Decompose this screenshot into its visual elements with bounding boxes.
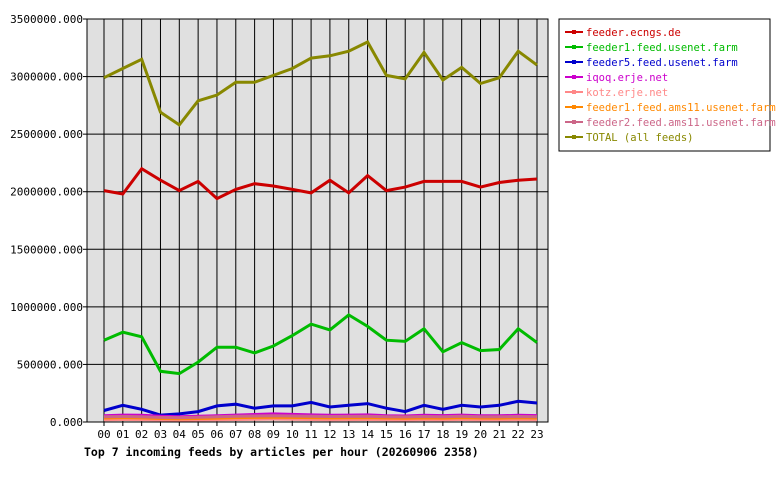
y-tick-label: 500000.000 bbox=[17, 358, 83, 371]
plot-area bbox=[87, 19, 548, 422]
x-tick-label: 18 bbox=[436, 428, 449, 441]
legend-label: feeder5.feed.usenet.farm bbox=[586, 57, 738, 69]
chart-title: Top 7 incoming feeds by articles per hou… bbox=[84, 445, 479, 459]
y-tick-label: 3000000.000 bbox=[10, 71, 83, 84]
legend-marker bbox=[572, 135, 576, 139]
x-tick-label: 17 bbox=[417, 428, 430, 441]
x-tick-label: 15 bbox=[380, 428, 393, 441]
legend-marker bbox=[572, 60, 576, 64]
x-tick-label: 01 bbox=[116, 428, 129, 441]
x-tick-label: 16 bbox=[399, 428, 412, 441]
x-tick-label: 03 bbox=[154, 428, 167, 441]
legend-label: kotz.erje.net bbox=[586, 87, 668, 99]
x-tick-label: 04 bbox=[173, 428, 187, 441]
y-tick-label: 0.000 bbox=[50, 416, 83, 429]
x-tick-label: 13 bbox=[342, 428, 355, 441]
legend-label: feeder2.feed.ams11.usenet.farm bbox=[586, 117, 776, 129]
plot-border bbox=[86, 18, 549, 423]
legend-label: feeder1.feed.ams11.usenet.farm bbox=[586, 102, 776, 114]
legend-marker bbox=[572, 120, 576, 124]
x-tick-label: 08 bbox=[248, 428, 261, 441]
series-line bbox=[103, 313, 538, 376]
legend-box bbox=[558, 18, 771, 152]
y-tick-label: 1000000.000 bbox=[10, 301, 83, 314]
x-tick-label: 14 bbox=[361, 428, 375, 441]
y-tick-label: 1500000.000 bbox=[10, 243, 83, 256]
x-tick-label: 09 bbox=[267, 428, 280, 441]
legend-label: feeder.ecngs.de bbox=[586, 27, 681, 39]
x-tick-label: 00 bbox=[97, 428, 110, 441]
series-line bbox=[103, 414, 538, 420]
x-tick-label: 10 bbox=[286, 428, 299, 441]
legend-marker bbox=[572, 30, 576, 34]
series-line bbox=[103, 399, 538, 417]
legend-label: TOTAL (all feeds) bbox=[586, 132, 693, 144]
legend-label: iqoq.erje.net bbox=[586, 72, 668, 84]
x-tick-label: 07 bbox=[229, 428, 242, 441]
x-tick-label: 23 bbox=[530, 428, 543, 441]
x-tick-label: 22 bbox=[512, 428, 525, 441]
x-tick-label: 02 bbox=[135, 428, 148, 441]
x-tick-label: 12 bbox=[323, 428, 336, 441]
x-tick-label: 19 bbox=[455, 428, 468, 441]
legend-marker bbox=[572, 90, 576, 94]
x-tick-label: 06 bbox=[210, 428, 223, 441]
legend-label: feeder1.feed.usenet.farm bbox=[586, 42, 738, 54]
y-tick-label: 2500000.000 bbox=[10, 128, 83, 141]
x-tick-label: 21 bbox=[493, 428, 506, 441]
legend-marker bbox=[572, 75, 576, 79]
y-tick-label: 3500000.000 bbox=[10, 13, 83, 26]
series-line bbox=[103, 166, 538, 201]
x-tick-label: 11 bbox=[304, 428, 317, 441]
series-line bbox=[103, 40, 538, 127]
x-tick-label: 20 bbox=[474, 428, 487, 441]
y-tick-label: 2000000.000 bbox=[10, 186, 83, 199]
legend-marker bbox=[572, 45, 576, 49]
legend-marker bbox=[572, 105, 576, 109]
x-tick-label: 05 bbox=[192, 428, 205, 441]
